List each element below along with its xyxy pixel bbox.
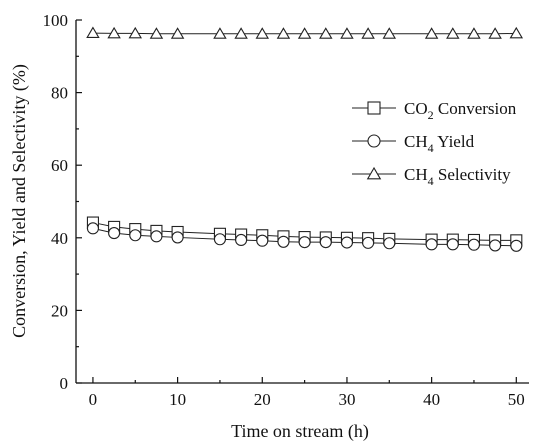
data-point-circle — [171, 231, 184, 244]
legend-item: CH4 Yield — [352, 132, 475, 155]
data-point-circle — [235, 233, 248, 247]
y-tick-label: 100 — [43, 11, 69, 30]
legend: CO2 Conversion CH4 Yield CH4 Selectivity — [352, 99, 517, 188]
series-triangle — [86, 26, 524, 39]
data-point-triangle — [467, 27, 481, 39]
data-point-triangle — [276, 27, 291, 39]
y-tick-label: 0 — [60, 374, 69, 393]
x-axis-title: Time on stream (h) — [231, 421, 369, 442]
data-point-triangle — [86, 26, 100, 39]
legend-label: CH4 Yield — [404, 132, 475, 155]
data-point-triangle — [340, 27, 354, 39]
legend-marker-triangle — [366, 166, 382, 180]
data-point-triangle — [128, 26, 143, 39]
data-point-circle — [213, 233, 226, 246]
data-point-triangle — [361, 27, 375, 39]
legend-label: CH4 Selectivity — [404, 165, 511, 188]
data-point-triangle — [424, 27, 439, 39]
data-point-circle — [108, 227, 121, 240]
legend-marker-square — [367, 101, 381, 115]
legend-marker-circle — [367, 134, 381, 148]
data-point-triangle — [149, 27, 164, 39]
data-point-circle — [298, 236, 311, 249]
x-tick-label: 20 — [254, 390, 271, 409]
data-point-circle — [150, 230, 163, 243]
y-axis-title: Conversion, Yield and Selectivity (%) — [9, 64, 30, 338]
legend-item: CO2 Conversion — [352, 99, 517, 122]
data-point-circle — [446, 238, 459, 251]
data-point-circle — [425, 238, 438, 251]
data-point-triangle — [234, 27, 248, 39]
x-tick-label: 30 — [338, 390, 355, 409]
data-point-triangle — [213, 27, 227, 39]
data-point-circle — [340, 236, 354, 249]
data-point-circle — [256, 234, 269, 247]
data-point-triangle — [446, 27, 460, 39]
y-tick-label: 20 — [51, 301, 68, 320]
legend-label: CO2 Conversion — [404, 99, 517, 122]
data-point-triangle — [509, 26, 524, 39]
data-point-circle — [383, 237, 396, 250]
data-point-triangle — [382, 27, 397, 39]
data-point-triangle — [107, 26, 121, 39]
data-point-circle — [86, 222, 99, 235]
data-point-triangle — [170, 27, 185, 39]
legend-item: CH4 Selectivity — [352, 165, 511, 188]
y-tick-label: 80 — [51, 84, 68, 103]
y-tick-label: 40 — [51, 229, 68, 248]
data-point-triangle — [319, 27, 333, 39]
data-point-circle — [277, 235, 290, 248]
x-tick-label: 50 — [508, 390, 525, 409]
x-tick-label: 0 — [89, 390, 98, 409]
data-point-triangle — [297, 27, 312, 39]
data-point-triangle — [255, 27, 270, 39]
data-point-circle — [489, 239, 502, 252]
series-circle — [86, 222, 523, 252]
series-layer — [86, 26, 524, 252]
y-tick-label: 60 — [51, 156, 68, 175]
axes: 0 20 40 60 80 100 0 10 20 30 40 50 — [43, 11, 529, 409]
x-tick-label: 10 — [169, 390, 186, 409]
data-point-triangle — [488, 27, 502, 39]
data-point-circle — [129, 229, 142, 242]
data-point-circle — [467, 238, 481, 251]
data-point-circle — [510, 239, 523, 252]
data-point-circle — [362, 236, 375, 249]
data-point-circle — [319, 236, 332, 249]
x-tick-label: 40 — [423, 390, 440, 409]
